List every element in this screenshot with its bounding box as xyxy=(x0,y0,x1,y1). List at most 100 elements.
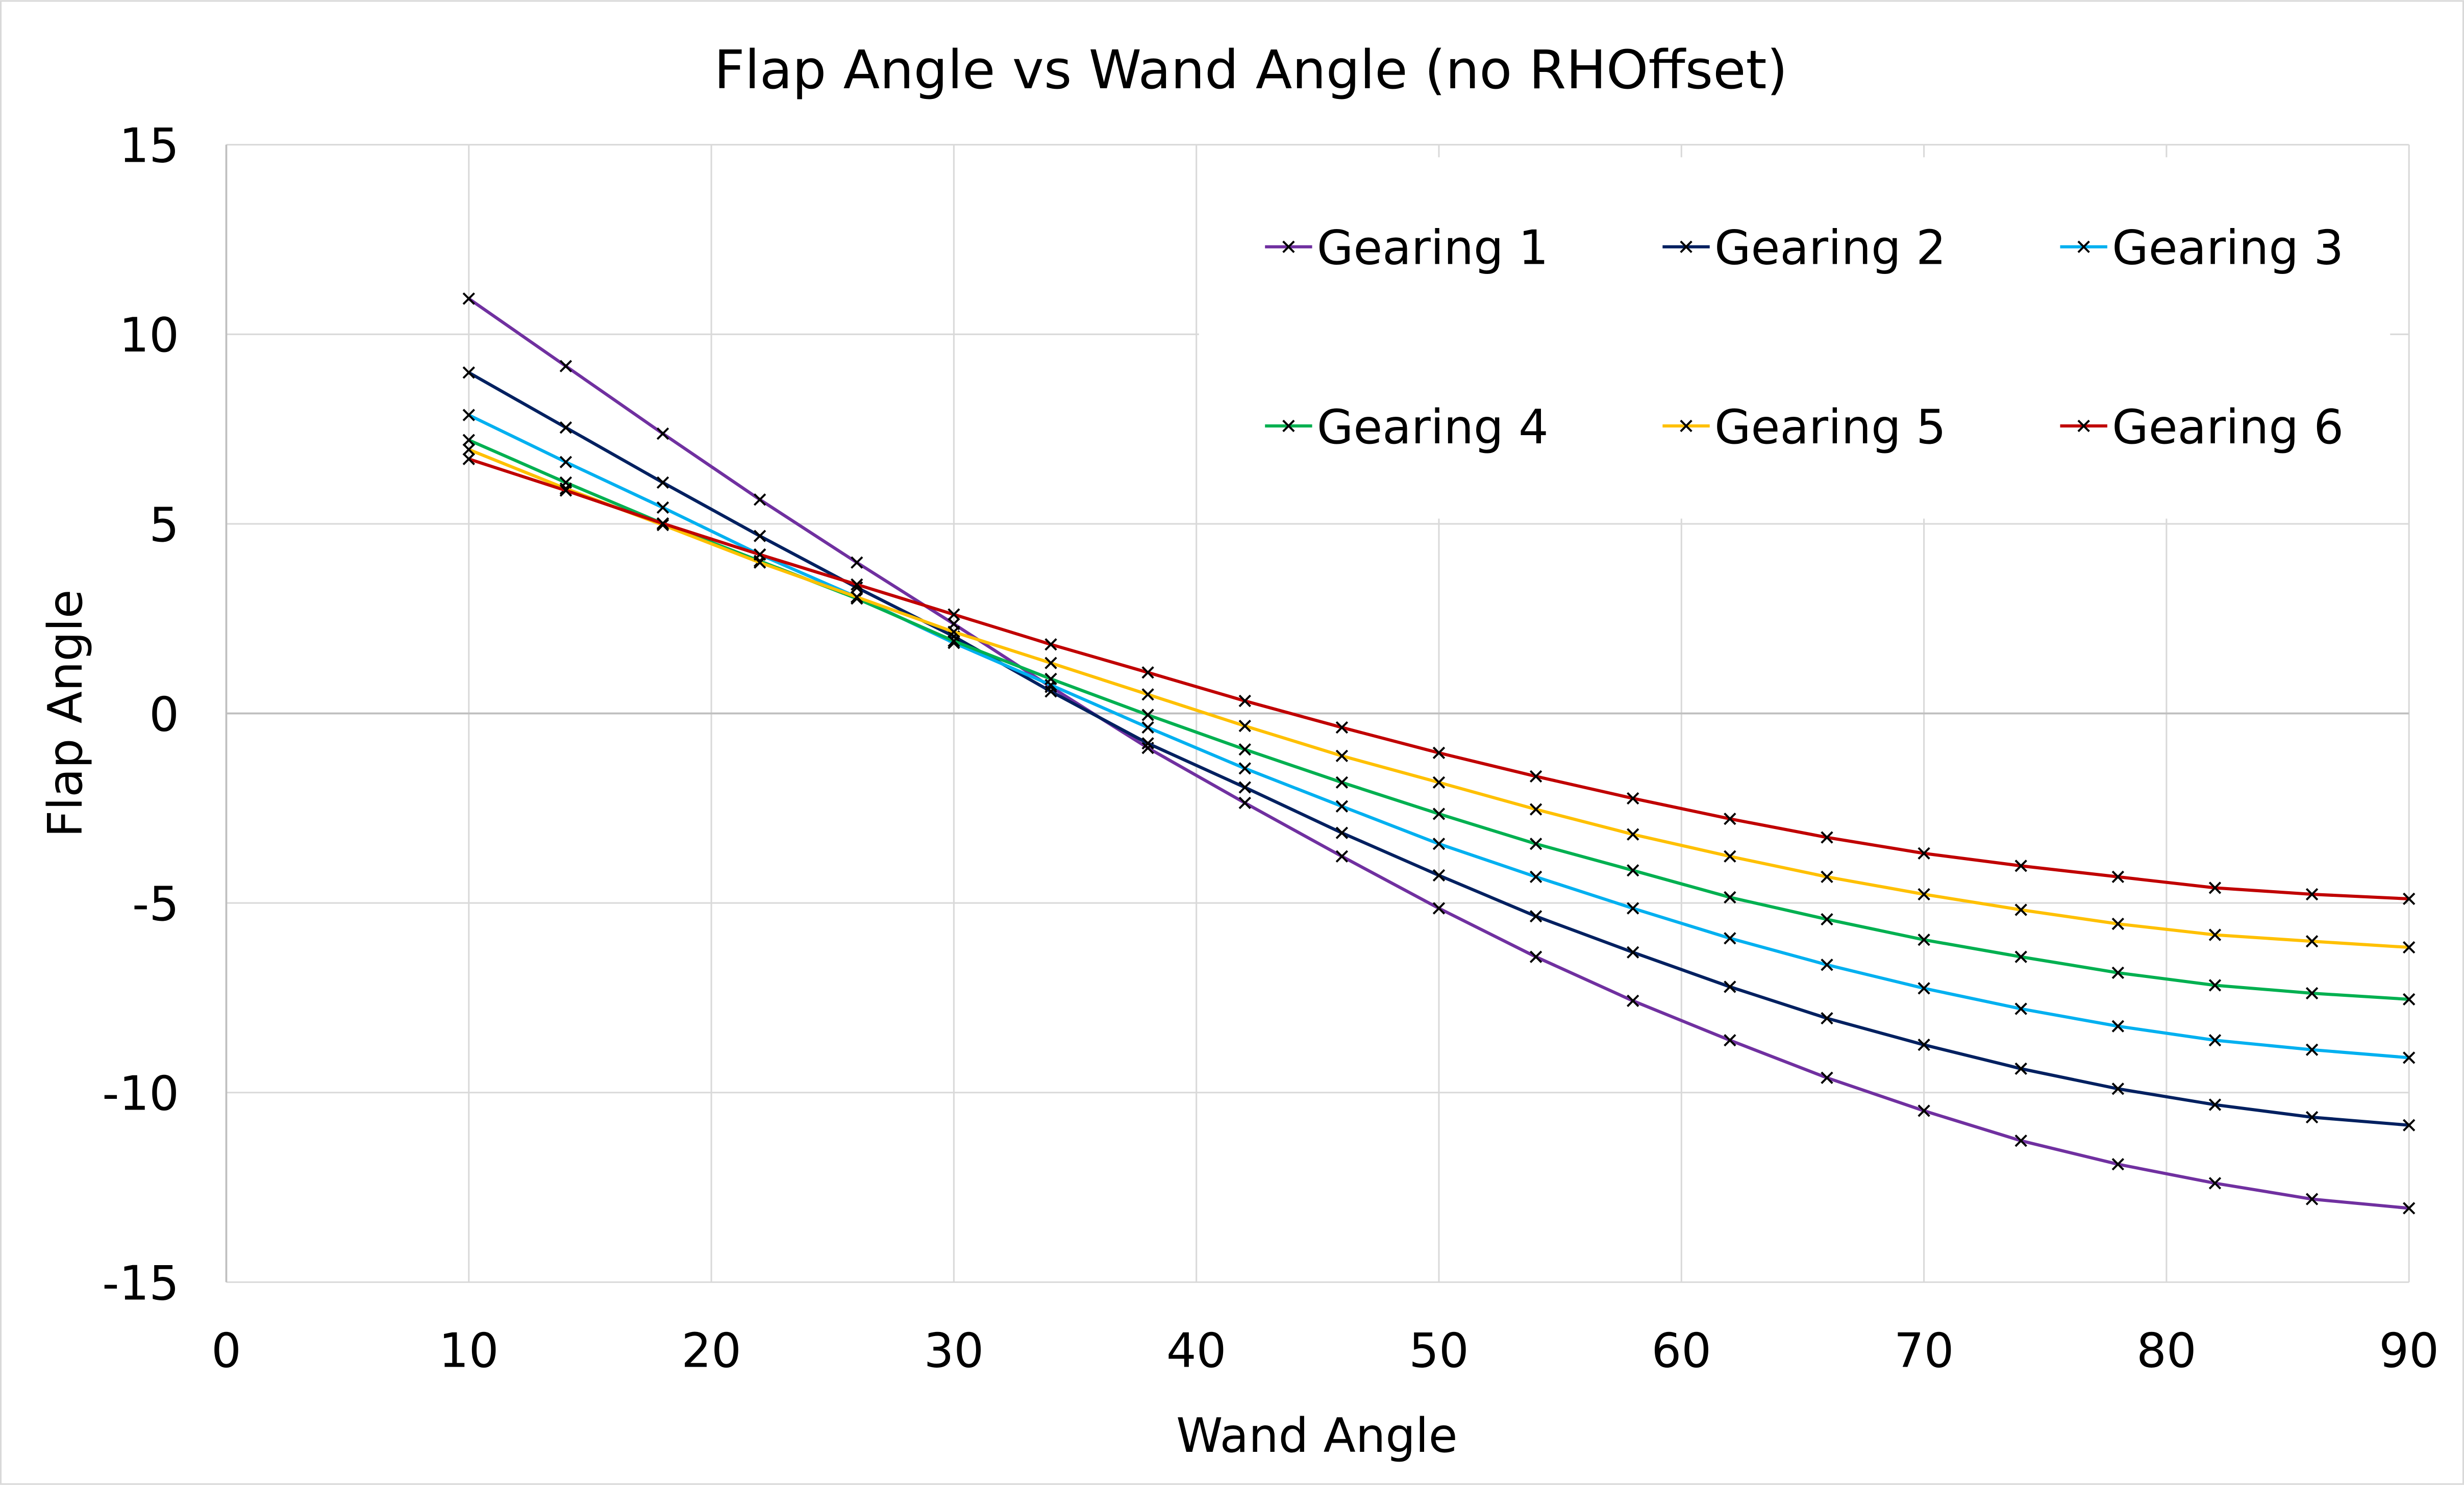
legend-marker xyxy=(2077,419,2090,433)
legend-label: Gearing 1 xyxy=(1317,220,1549,275)
data-point-marker xyxy=(1432,869,1446,882)
data-point-marker xyxy=(2403,1051,2416,1064)
data-point-marker xyxy=(1529,950,1542,963)
data-point-marker xyxy=(462,452,475,466)
legend-marker xyxy=(1680,240,1693,254)
data-point-marker xyxy=(1238,762,1251,775)
data-point-marker xyxy=(1918,847,1930,860)
data-point-marker xyxy=(1821,831,1833,844)
legend-entry-2: Gearing 2 xyxy=(1662,220,1946,275)
y-tick-label: 0 xyxy=(149,687,179,742)
data-point-marker xyxy=(1044,657,1057,669)
legend-box xyxy=(1199,157,2391,519)
legend: Gearing 1 Gearing 2 Gearing 3 Gearing 4 Gear… xyxy=(1199,157,2391,519)
x-tick-label: 0 xyxy=(211,1323,241,1378)
data-point-marker xyxy=(1432,746,1446,760)
data-point-marker xyxy=(1627,994,1639,1008)
data-point-marker xyxy=(1238,796,1251,810)
series-group xyxy=(462,292,2416,1215)
data-point-marker xyxy=(1529,910,1542,923)
data-point-marker xyxy=(753,530,766,542)
data-point-marker xyxy=(656,476,669,489)
data-point-marker xyxy=(2403,1119,2416,1131)
x-axis-label: Wand Angle xyxy=(1176,1408,1457,1463)
x-tick-label: 40 xyxy=(1166,1323,1227,1378)
data-point-marker xyxy=(2305,1111,2319,1124)
data-point-marker xyxy=(2014,1134,2027,1147)
legend-entry-1: Gearing 1 xyxy=(1265,220,1549,275)
data-point-marker xyxy=(753,548,766,561)
data-point-marker xyxy=(656,501,669,514)
data-point-marker xyxy=(2208,1098,2222,1111)
data-point-marker xyxy=(1529,803,1542,816)
data-point-marker xyxy=(1627,864,1639,877)
data-point-marker xyxy=(1627,828,1639,841)
data-point-marker xyxy=(1335,749,1349,762)
series-3 xyxy=(462,409,2416,1064)
y-tick-label: -5 xyxy=(132,876,179,932)
data-point-marker xyxy=(462,443,475,456)
data-point-marker xyxy=(851,591,863,603)
x-tick-label: 50 xyxy=(1409,1323,1469,1378)
data-point-marker xyxy=(1918,888,1930,901)
y-tick-label: 15 xyxy=(119,118,180,173)
data-point-marker xyxy=(1238,719,1251,733)
data-point-marker xyxy=(1141,688,1154,701)
data-point-marker xyxy=(2111,1020,2125,1033)
data-point-marker xyxy=(1918,934,1930,946)
data-point-marker xyxy=(1238,743,1251,756)
data-point-marker xyxy=(1044,672,1057,686)
data-point-marker xyxy=(559,456,573,468)
legend-label: Gearing 4 xyxy=(1317,399,1549,455)
x-tick-label: 70 xyxy=(1894,1323,1954,1378)
data-point-marker xyxy=(462,366,475,379)
data-point-marker xyxy=(462,434,475,446)
data-point-marker xyxy=(2208,1034,2222,1047)
data-point-marker xyxy=(753,493,766,506)
legend-label: Gearing 6 xyxy=(2112,399,2344,455)
legend-label: Gearing 2 xyxy=(1714,220,1946,275)
y-tick-label: -15 xyxy=(102,1255,179,1311)
data-point-marker xyxy=(1529,870,1542,884)
x-tick-label: 90 xyxy=(2379,1323,2439,1378)
y-tick-label: 10 xyxy=(119,308,180,363)
data-point-marker xyxy=(2208,882,2222,894)
data-point-marker xyxy=(1529,838,1542,850)
data-point-marker xyxy=(656,427,669,440)
data-point-marker xyxy=(1529,770,1542,783)
data-point-marker xyxy=(2305,1043,2319,1056)
data-point-marker xyxy=(1238,694,1251,708)
data-point-marker xyxy=(1044,638,1057,651)
data-point-marker xyxy=(948,635,960,647)
data-point-marker xyxy=(1627,902,1639,915)
legend-marker xyxy=(1282,419,1295,433)
data-point-marker xyxy=(2111,966,2125,979)
data-point-marker xyxy=(2111,1158,2125,1171)
data-point-marker xyxy=(851,578,863,591)
data-point-marker xyxy=(1141,666,1154,679)
data-point-marker xyxy=(1432,808,1446,820)
data-point-marker xyxy=(2014,950,2027,963)
data-point-marker xyxy=(948,625,960,638)
data-point-marker xyxy=(1141,721,1154,734)
data-point-marker xyxy=(1627,946,1639,959)
data-point-marker xyxy=(1335,800,1349,813)
data-point-marker xyxy=(1335,826,1349,839)
y-tick-label: 5 xyxy=(149,497,179,552)
data-point-marker xyxy=(1918,982,1930,995)
data-point-marker xyxy=(462,409,475,421)
legend-label: Gearing 3 xyxy=(2112,220,2344,275)
data-point-marker xyxy=(2305,935,2319,948)
data-point-marker xyxy=(2305,888,2319,901)
data-point-marker xyxy=(1821,959,1833,971)
data-point-marker xyxy=(1335,721,1349,734)
data-point-marker xyxy=(2111,1083,2125,1095)
series-2 xyxy=(462,366,2416,1131)
data-point-marker xyxy=(2208,928,2222,941)
data-point-marker xyxy=(559,421,573,434)
data-point-marker xyxy=(1141,737,1154,750)
legend-marker xyxy=(2077,240,2090,254)
data-point-marker xyxy=(1141,709,1154,721)
data-point-marker xyxy=(1724,891,1736,904)
